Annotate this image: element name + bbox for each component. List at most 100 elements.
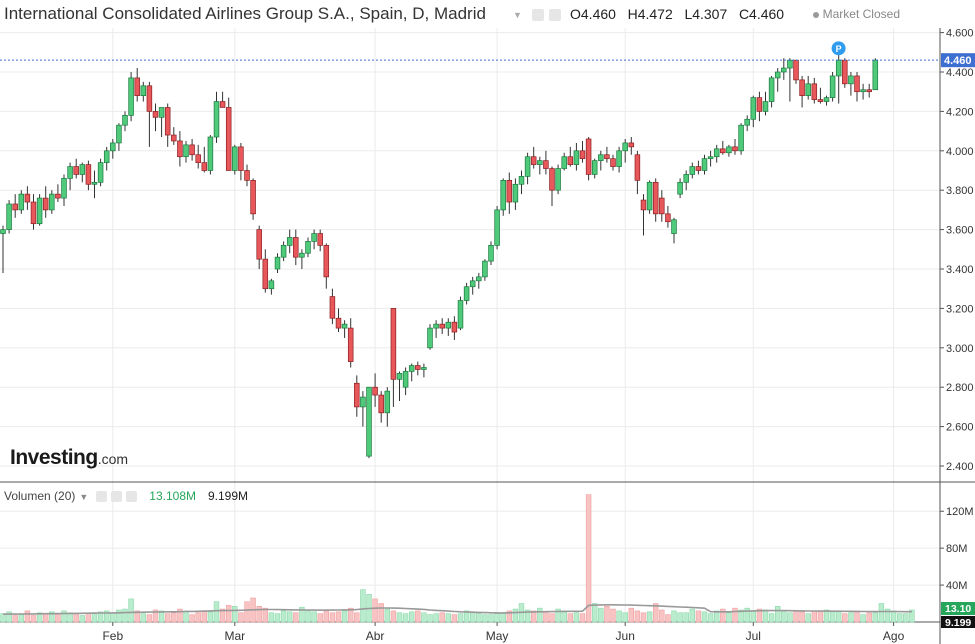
volume-header: Volumen (20) ▼ 13.108M 9.199M (4, 489, 248, 503)
candle-body (91, 181, 98, 185)
volume-bar (116, 609, 122, 623)
candle-body (323, 245, 330, 278)
candle-body (140, 85, 147, 96)
candle-body (720, 148, 726, 154)
volume-chevron-down-icon[interactable]: ▼ (79, 492, 89, 502)
candle-body (476, 276, 482, 282)
volume-bar (18, 614, 24, 623)
volume-bar (616, 610, 622, 623)
candle-body (677, 181, 683, 195)
volume-bar (573, 612, 580, 623)
volume-ma-tag (941, 616, 975, 628)
volume-bar (640, 612, 647, 623)
volume-bar (720, 608, 726, 623)
volume-bar (195, 612, 201, 623)
x-tick-label: Jul (746, 629, 761, 643)
volume-bar (872, 612, 879, 623)
volume-bar (24, 610, 31, 623)
candle-body (134, 77, 140, 96)
volume-bar (226, 605, 232, 623)
volume-bar (42, 613, 49, 623)
volume-last-tag (941, 602, 975, 615)
volume-ma-tag-text: 9.199 (945, 617, 971, 629)
volume-bar (896, 613, 903, 623)
candle-body (634, 154, 641, 181)
volume-bar (652, 603, 659, 623)
candle-body (671, 219, 677, 234)
volume-bar (805, 613, 811, 623)
instrument-title[interactable]: International Consolidated Airlines Grou… (4, 4, 486, 23)
candle-body (787, 59, 793, 69)
candle-body (530, 156, 537, 165)
volume-bar (854, 610, 860, 623)
volume-bar (213, 601, 220, 623)
volume-bar (274, 613, 281, 623)
candle-body (103, 150, 110, 163)
volume-bar (421, 612, 427, 623)
volume-bar (842, 613, 848, 623)
candle-body (6, 203, 12, 230)
candle-body (402, 371, 409, 388)
x-tick-label: Mar (224, 629, 245, 643)
candle-body (195, 154, 201, 163)
candle-body (24, 193, 31, 203)
candle-body (701, 158, 708, 171)
candle-body (604, 154, 610, 160)
y-tick-label: 3.400 (946, 264, 974, 276)
volume-bar (835, 610, 842, 623)
candle-body (774, 71, 781, 79)
volume-gear-icon[interactable] (111, 491, 123, 503)
candle-body (299, 252, 305, 258)
candle-body (97, 162, 104, 183)
volume-bar (500, 612, 506, 623)
chevron-down-icon[interactable]: ▼ (513, 10, 522, 20)
x-tick-label: Abr (366, 629, 385, 643)
close-value: C4.460 (738, 6, 785, 22)
y-tick-label: 4.400 (946, 67, 974, 79)
candle-body (756, 97, 763, 112)
x-tick-label: May (486, 629, 509, 643)
volume-bar (726, 612, 732, 623)
volume-bar (79, 615, 86, 623)
candle-body (177, 140, 183, 158)
volume-bar (488, 614, 494, 623)
volume-close-icon[interactable] (126, 491, 138, 503)
event-marker-icon[interactable] (831, 41, 846, 56)
volume-bar (781, 610, 787, 623)
volume-bar (549, 613, 555, 623)
eye-icon[interactable] (532, 9, 544, 21)
volume-bar (457, 613, 464, 623)
y-tick-label: 3.600 (946, 225, 974, 237)
volume-bar (219, 608, 226, 623)
candle-body (768, 77, 775, 102)
candle-body (512, 183, 519, 203)
volume-bar (756, 608, 763, 623)
low-value: L4.307 (684, 6, 728, 22)
candle-body (225, 107, 232, 171)
candle-body (347, 327, 354, 362)
candle-body (122, 114, 128, 126)
volume-bar (85, 614, 92, 623)
volume-bar (634, 610, 641, 623)
volume-label[interactable]: Volumen (20) (4, 489, 76, 503)
candle-body (762, 101, 769, 112)
volume-bar (158, 610, 165, 623)
volume-bar (49, 611, 55, 623)
volume-bar (476, 613, 482, 623)
volume-bar (61, 610, 67, 623)
x-tick-label: Jun (616, 629, 635, 643)
ohlc-readout: O4.460 H4.472 L4.307 C4.460 (570, 6, 784, 22)
volume-eye-icon[interactable] (96, 491, 108, 503)
volume-bar (713, 610, 720, 623)
volume-bar (335, 611, 342, 623)
candle-body (42, 197, 49, 211)
candle-body (494, 209, 500, 246)
volume-bar (585, 494, 592, 623)
volume-bar (646, 611, 653, 623)
volume-y-tick-label: 80M (946, 543, 967, 555)
gear-icon[interactable] (549, 9, 561, 21)
candle-body (329, 296, 336, 319)
candle-body (537, 160, 543, 165)
volume-bar (579, 613, 586, 623)
